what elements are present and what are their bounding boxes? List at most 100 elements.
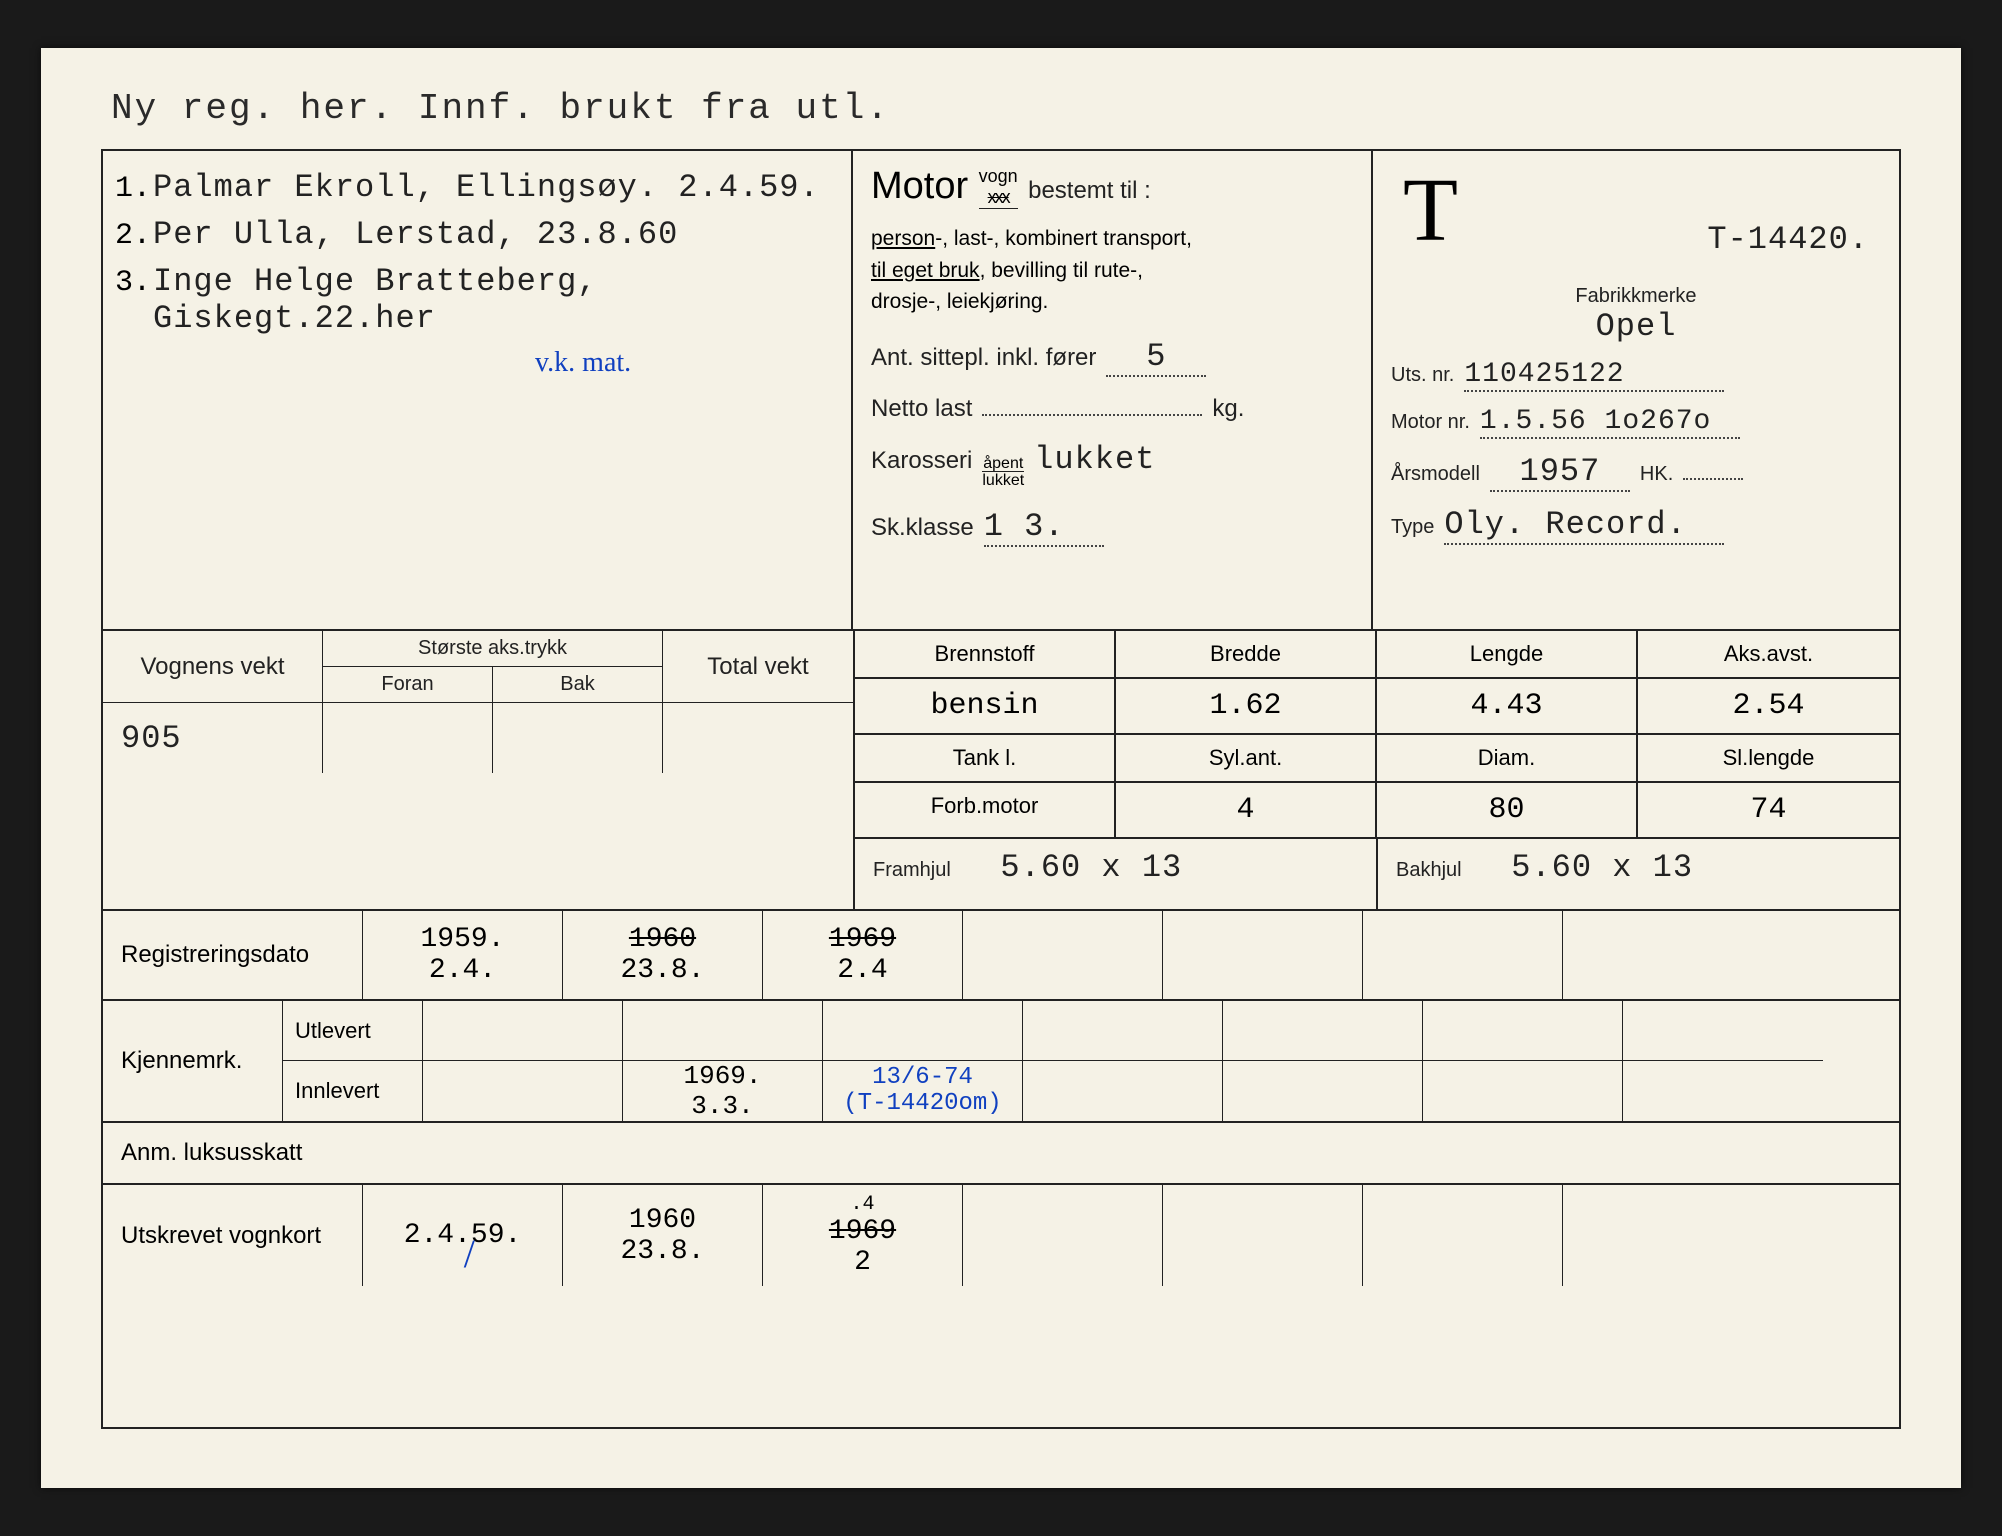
kj-utlevert-label: Utlevert: [283, 1001, 422, 1061]
motor-netto-row: Netto last kg.: [871, 395, 1353, 423]
motor-sykkel-strike: xxx: [988, 187, 1009, 207]
uts-val: 110425122: [1464, 359, 1724, 392]
motor-panel: Motor vogn xxx bestemt til : person-, la…: [853, 151, 1373, 629]
owner-text-2: Per Ulla, Lerstad, 23.8.60: [153, 216, 678, 253]
kj-c2a: 1969.: [683, 1061, 761, 1091]
motor-bestemt: bestemt til :: [1028, 177, 1151, 204]
spec-framhjul-row: Vognens vekt Største aks.trykk Total vek…: [103, 631, 1899, 911]
bak-label: Bak: [493, 667, 663, 702]
motor-kaross-label: Karosseri: [871, 447, 972, 475]
total-vekt-label: Total vekt: [663, 631, 853, 702]
motor-title: Motor: [871, 165, 968, 207]
kj-c2: 1969. 3.3.: [623, 1001, 823, 1121]
owner-row-1: 1. Palmar Ekroll, Ellingsøy. 2.4.59.: [115, 169, 839, 206]
bakhjul-cell: Bakhjul 5.60 x 13: [1378, 839, 1899, 909]
kjennemrk-sub: Utlevert Innlevert: [283, 1001, 423, 1121]
fabrikkmerke-label: Fabrikkmerke: [1391, 285, 1881, 308]
top-row: 1. Palmar Ekroll, Ellingsøy. 2.4.59. 2. …: [103, 151, 1899, 631]
motor-vogn: vogn: [979, 166, 1018, 186]
storste-aks-label: Største aks.trykk: [323, 631, 663, 667]
kj-c2b: 3.3.: [691, 1091, 753, 1121]
kjennemrk-row: Kjennemrk. Utlevert Innlevert 1969. 3.3.: [103, 1001, 1899, 1123]
utsk-c2b: 23.8.: [620, 1236, 704, 1267]
utsk-c2: 1960 23.8.: [563, 1185, 763, 1286]
reg-c3: 1969 2.4: [763, 911, 963, 999]
fabrikkmerke-val: Opel: [1391, 308, 1881, 345]
spec-h3: Lengde: [1377, 631, 1638, 679]
framhjul-cell: Framhjul 5.60 x 13: [855, 839, 1378, 909]
motornr-label: Motor nr.: [1391, 411, 1470, 434]
utsk-c3b: 2: [854, 1247, 871, 1278]
spec-grid: Brennstoff Bredde Lengde Aks.avst. bensi…: [855, 631, 1899, 909]
owner-row-3: 3. Inge Helge Bratteberg, Giskegt.22.her: [115, 263, 839, 337]
reg-c2a: 1960: [629, 924, 696, 955]
motor-sk-val: 1 3.: [984, 508, 1104, 547]
uts-label: Uts. nr.: [1391, 364, 1454, 387]
spec-v2: 1.62: [1116, 679, 1377, 735]
spec-v5: Forb.motor: [855, 783, 1116, 839]
utsk-c1: 2.4.59. /: [363, 1185, 563, 1286]
spec-v6: 4: [1116, 783, 1377, 839]
foran-label: Foran: [323, 667, 493, 702]
registrering-cells: 1959. 2.4. 1960 23.8. 1969 2.4: [363, 911, 1899, 999]
motor-sk-label: Sk.klasse: [871, 514, 974, 542]
utskrevet-label: Utskrevet vognkort: [103, 1185, 363, 1286]
utsk-c3: .4 1969 2: [763, 1185, 963, 1286]
owner-num-3: 3.: [115, 266, 145, 300]
owner-text-1: Palmar Ekroll, Ellingsøy. 2.4.59.: [153, 169, 820, 206]
registrering-row: Registreringsdato 1959. 2.4. 1960 23.8. …: [103, 911, 1899, 1001]
owner3-annotation: v.k. mat.: [535, 347, 839, 379]
uts-row: Uts. nr. 110425122: [1391, 359, 1881, 392]
reg-c2: 1960 23.8.: [563, 911, 763, 999]
owner-text-3: Inge Helge Bratteberg, Giskegt.22.her: [153, 263, 839, 337]
spec-v4: 2.54: [1638, 679, 1899, 735]
utsk-c3a: 1969: [829, 1216, 896, 1247]
motor-kaross-lukket: lukket: [982, 471, 1024, 489]
registration-number: T-14420.: [1707, 221, 1869, 258]
spec-h5: Tank l.: [855, 735, 1116, 783]
type-label: Type: [1391, 516, 1434, 539]
bakhjul-val: 5.60 x 13: [1511, 849, 1693, 886]
utsk-c3-top: .4: [850, 1193, 874, 1216]
bakhjul-label: Bakhjul: [1396, 859, 1462, 881]
main-frame: 1. Palmar Ekroll, Ellingsøy. 2.4.59. 2. …: [101, 149, 1901, 1429]
spec-h4: Aks.avst.: [1638, 631, 1899, 679]
kj-innlevert-label: Innlevert: [283, 1061, 422, 1121]
owner-row-2: 2. Per Ulla, Lerstad, 23.8.60: [115, 216, 839, 253]
owners-panel: 1. Palmar Ekroll, Ellingsøy. 2.4.59. 2. …: [103, 151, 853, 629]
spec-h6: Syl.ant.: [1116, 735, 1377, 783]
framhjul-label: Framhjul: [873, 859, 951, 881]
motor-kaross-row: Karosseri åpent lukket lukket: [871, 441, 1353, 490]
motor-kaross-val: lukket: [1034, 441, 1155, 478]
reg-c3b: 2.4: [837, 955, 887, 986]
motor-opt-eget: til eget bruk: [871, 259, 980, 282]
reg-c1a: 1959.: [420, 924, 504, 955]
reg-c1: 1959. 2.4.: [363, 911, 563, 999]
motor-seats-row: Ant. sittepl. inkl. fører 5: [871, 338, 1353, 377]
reg-c3a: 1969: [829, 924, 896, 955]
spec-h1: Brennstoff: [855, 631, 1116, 679]
anm-label: Anm. luksusskatt: [103, 1123, 1899, 1183]
spec-h7: Diam.: [1377, 735, 1638, 783]
motor-sk-row: Sk.klasse 1 3.: [871, 508, 1353, 547]
vognens-vekt-label: Vognens vekt: [103, 631, 323, 702]
utskrevet-cells: 2.4.59. / 1960 23.8. .4 1969 2: [363, 1185, 1899, 1286]
type-val: Oly. Record.: [1444, 506, 1724, 545]
ident-panel: T T-14420. Fabrikkmerke Opel Uts. nr. 11…: [1373, 151, 1899, 629]
kj-c3: 13/6-74 (T-14420om): [823, 1001, 1023, 1121]
spec-h8: Sl.lengde: [1638, 735, 1899, 783]
framhjul-val: 5.60 x 13: [1000, 849, 1182, 886]
arsmodell-label: Årsmodell: [1391, 463, 1480, 486]
weight-block: Vognens vekt Største aks.trykk Total vek…: [103, 631, 855, 909]
big-T: T: [1403, 159, 1458, 262]
registrering-label: Registreringsdato: [103, 911, 363, 999]
spec-v3: 4.43: [1377, 679, 1638, 735]
motor-netto-unit: kg.: [1212, 395, 1244, 423]
utsk-c2a: 1960: [629, 1205, 696, 1236]
kj-c3-hand1: 13/6-74: [872, 1065, 973, 1091]
arsmodell-val: 1957: [1490, 453, 1630, 492]
registration-card: Ny reg. her. Innf. brukt fra utl. 1. Pal…: [41, 48, 1961, 1488]
owner-num-2: 2.: [115, 219, 145, 253]
utsk-c1-val: 2.4.59.: [404, 1220, 522, 1251]
motornr-row: Motor nr. 1.5.56 1o267o: [1391, 406, 1881, 439]
